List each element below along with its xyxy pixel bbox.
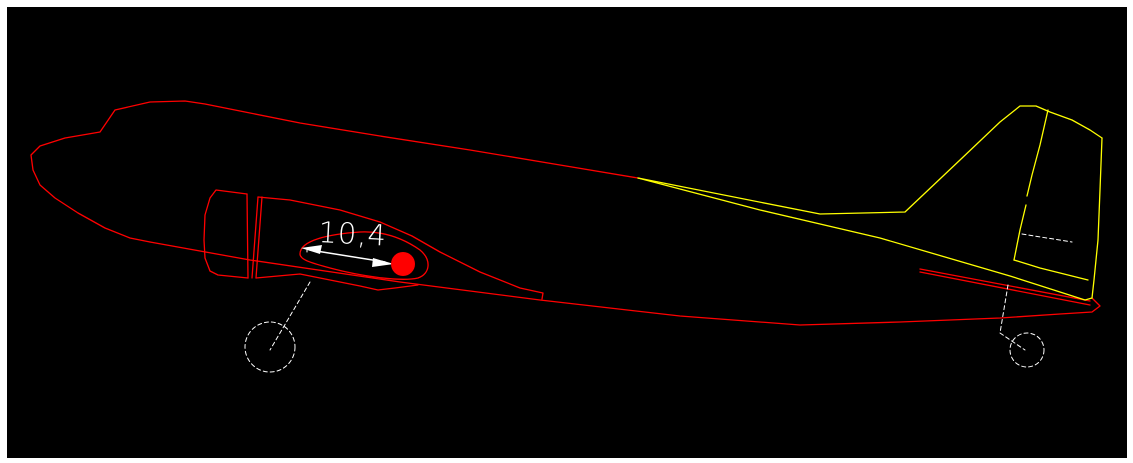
tail-gear-ref-line (1021, 233, 1073, 243)
reference-point-marker[interactable] (391, 252, 415, 276)
rudder-trailing-edge (1091, 137, 1103, 299)
tail-wheel-icon (1009, 332, 1045, 368)
cad-drawing-area[interactable]: 10,4 (7, 7, 1127, 458)
rudder-hinge-line (1026, 109, 1049, 197)
tail-leading-lower (637, 177, 1093, 301)
wing-airfoil (299, 231, 429, 280)
fuselage-bottom-line (149, 241, 1101, 326)
dimension-annotation: 10,4 (301, 215, 415, 276)
dimension-label: 10,4 (318, 215, 388, 253)
fuselage-outline (30, 100, 1101, 326)
stabilizer-lower (919, 271, 1091, 306)
cowling-ring-1 (246, 193, 249, 279)
cowling-ring-3 (255, 196, 263, 279)
stabilizer-upper (919, 268, 1091, 302)
fuselage-top-line (30, 100, 639, 243)
tail-top-fairing (637, 105, 1103, 215)
dimension-arrowhead-right (372, 258, 394, 267)
cowling (203, 189, 249, 279)
tail-gear-strut (999, 284, 1009, 334)
rudder-hinge-lower (1013, 204, 1027, 261)
engine-nacelle (203, 189, 544, 300)
main-wheel-icon (244, 321, 296, 373)
aircraft-side-view: 10,4 (30, 100, 1103, 373)
dimension-arrowhead-left (301, 245, 322, 254)
tail-gear-link (999, 332, 1026, 351)
fin-stab-line (1013, 259, 1089, 281)
main-gear-strut (269, 281, 311, 351)
landing-gear (244, 233, 1073, 373)
cowling-ring-2 (251, 196, 259, 279)
tail-section (637, 105, 1103, 301)
nacelle-top (257, 196, 544, 300)
dimension-line (309, 249, 386, 263)
nacelle-bottom (255, 273, 419, 291)
